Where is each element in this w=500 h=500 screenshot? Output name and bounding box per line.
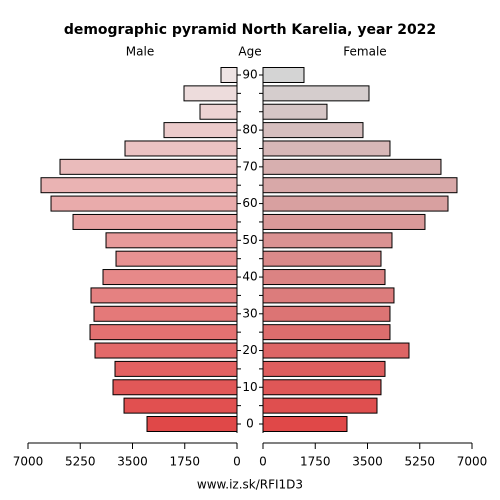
bar	[89, 324, 238, 341]
bar	[124, 140, 238, 157]
x-tick-label: 0	[233, 455, 241, 469]
bar	[262, 213, 426, 230]
bar	[123, 397, 238, 414]
x-tick-label: 1750	[169, 455, 200, 469]
x-tick-label: 3500	[117, 455, 148, 469]
bar	[262, 250, 382, 267]
x-tick-label: 1750	[300, 455, 331, 469]
chart-title: demographic pyramid North Karelia, year …	[64, 22, 436, 38]
bar	[114, 360, 238, 377]
x-tick-label: 5250	[404, 455, 435, 469]
bar	[115, 250, 238, 267]
x-tick-label: 0	[259, 455, 267, 469]
bar	[72, 213, 238, 230]
bar	[262, 140, 391, 157]
x-tick-label: 7000	[13, 455, 44, 469]
x-tick-label: 5250	[65, 455, 96, 469]
bar	[262, 360, 386, 377]
bar	[199, 103, 238, 120]
x-tick-label: 3500	[352, 455, 383, 469]
age-label: 60	[242, 196, 257, 210]
bar	[262, 416, 348, 432]
bar	[262, 342, 410, 359]
bar	[220, 67, 238, 83]
bar	[262, 177, 458, 194]
bar	[90, 287, 238, 304]
age-label: 10	[242, 380, 257, 394]
left-label: Male	[126, 45, 154, 59]
age-label: 30	[242, 306, 257, 320]
bar	[40, 177, 238, 194]
bar	[163, 122, 238, 139]
age-label: 80	[242, 123, 257, 137]
bar	[146, 416, 238, 432]
bar	[262, 269, 386, 286]
bar	[105, 232, 238, 249]
age-label: 90	[242, 68, 257, 82]
center-label: Age	[238, 45, 261, 59]
right-label: Female	[343, 45, 386, 59]
age-label: 0	[246, 417, 254, 431]
source: www.iz.sk/RFI1D3	[197, 478, 303, 492]
age-label: 20	[242, 343, 257, 357]
bar	[262, 397, 378, 414]
bar	[59, 158, 238, 175]
bar	[262, 287, 395, 304]
bar	[112, 379, 238, 396]
age-label: 70	[242, 159, 257, 173]
age-label: 40	[242, 270, 257, 284]
bar	[102, 269, 238, 286]
age-label: 50	[242, 233, 257, 247]
x-tick-label: 7000	[457, 455, 488, 469]
bar	[93, 305, 238, 322]
bar	[262, 103, 328, 120]
bar	[262, 158, 442, 175]
bar	[262, 232, 393, 249]
bar	[262, 67, 305, 83]
bar	[262, 195, 449, 212]
bar	[262, 85, 370, 102]
bar	[262, 305, 391, 322]
bar	[94, 342, 238, 359]
bar	[262, 122, 364, 139]
bar	[50, 195, 238, 212]
bar	[183, 85, 238, 102]
bar	[262, 379, 382, 396]
bar	[262, 324, 391, 341]
